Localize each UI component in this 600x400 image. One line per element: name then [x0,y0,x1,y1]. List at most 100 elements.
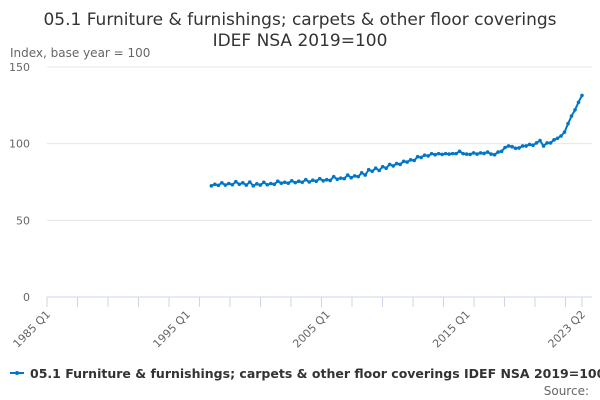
data-point [258,183,263,187]
x-tick-label: 2005 Q1 [290,308,333,351]
data-point [440,152,444,157]
data-point [391,164,395,168]
data-point [562,130,567,134]
data-point [377,168,381,173]
data-point [401,159,406,164]
source-label: Source: [544,384,589,398]
x-tick-label: 1995 Q1 [150,308,193,351]
data-point [241,180,245,185]
data-point [317,176,322,181]
data-point [548,141,553,145]
data-point [384,166,388,170]
data-point [580,93,584,98]
data-point [220,180,224,185]
data-point [475,152,479,156]
data-point [282,180,287,185]
data-point [321,178,326,183]
data-point [538,138,542,143]
data-point [373,166,378,170]
data-point [366,167,371,172]
data-point [573,108,577,112]
data-point [230,182,235,187]
data-point [482,151,486,156]
data-point [429,151,434,156]
data-point [237,182,242,187]
y-tick-label: 0 [23,291,30,304]
data-point [436,151,441,156]
data-point [227,181,231,186]
legend-label: 05.1 Furniture & furnishings; carpets & … [30,366,600,381]
data-point [559,134,563,138]
data-point [394,161,399,166]
data-point [510,144,514,149]
data-point [489,152,493,156]
data-point [303,177,308,182]
data-point [433,152,437,157]
data-point [450,151,455,156]
data-point [363,173,368,177]
data-point [289,178,294,183]
data-point [496,150,500,154]
data-point [447,152,451,156]
data-point [405,160,409,164]
data-point [342,176,347,181]
y-tick-label: 100 [9,138,30,151]
data-point [268,181,273,186]
data-point [454,151,458,156]
data-point [517,146,521,150]
data-point [300,180,305,185]
data-point [415,154,420,159]
legend-marker-icon [15,371,19,375]
data-point [443,151,448,156]
data-point [352,174,357,178]
data-point [555,136,560,141]
data-point [380,164,385,169]
data-point [412,158,416,163]
data-point [356,174,361,179]
data-point [244,183,249,187]
data-point [248,180,252,184]
data-point [324,177,329,182]
data-point [419,155,423,160]
data-point [307,180,312,184]
data-point [328,178,333,183]
data-point [503,145,507,150]
data-point [275,179,280,184]
data-point [531,143,535,147]
data-point [468,152,472,157]
data-point [349,175,354,180]
y-axis-label: Index, base year = 100 [10,46,150,60]
data-point [223,183,228,187]
data-point [566,121,570,126]
data-point [513,146,518,151]
data-point [234,179,238,184]
data-point [461,151,465,156]
data-point [520,144,525,148]
y-tick-label: 150 [9,61,30,74]
data-point [216,183,221,188]
chart-title: 05.1 Furniture & furnishings; carpets & … [43,10,556,30]
data-point [213,182,217,187]
data-point [478,151,483,155]
data-point [209,184,214,188]
data-point [527,142,532,147]
data-point [345,173,350,177]
data-point [331,174,336,179]
data-point [296,179,301,184]
x-tick-label: 1985 Q1 [11,308,54,351]
data-point [370,169,374,174]
data-point [471,151,476,155]
data-point [255,182,259,186]
data-point [464,152,469,156]
data-point [279,181,284,186]
x-tick-label: 2015 Q1 [430,308,473,351]
data-point [506,144,511,148]
data-point [286,181,291,186]
data-point [426,154,430,158]
data-point [261,180,266,185]
data-point [541,144,546,148]
data-point [335,177,340,182]
legend[interactable]: 05.1 Furniture & furnishings; carpets & … [10,366,600,381]
data-point [499,149,504,154]
